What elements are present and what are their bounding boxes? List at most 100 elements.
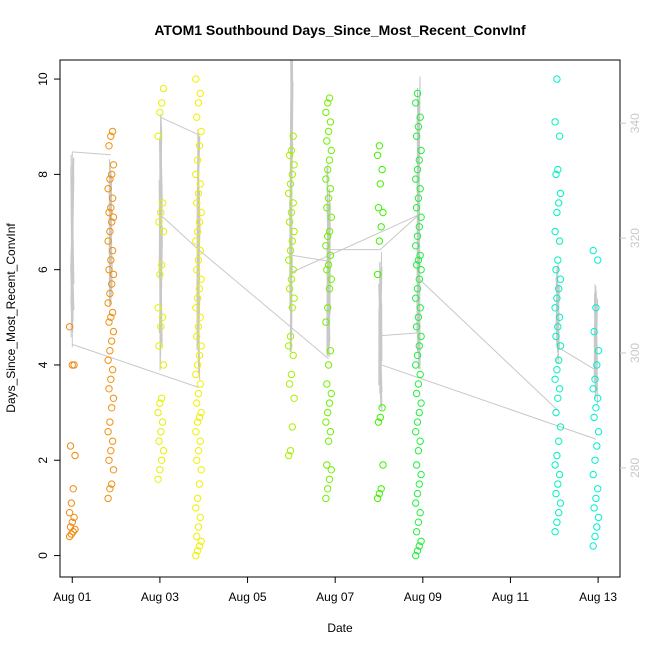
- x-tick-label: Aug 03: [141, 590, 179, 604]
- data-point: [195, 542, 204, 550]
- data-point: [412, 499, 420, 507]
- data-point: [412, 261, 421, 269]
- data-point: [109, 161, 118, 169]
- data-point: [107, 204, 115, 212]
- x-tick-label: Aug 05: [229, 590, 267, 604]
- data-point: [324, 232, 332, 241]
- data-point: [553, 75, 561, 83]
- data-point: [193, 294, 202, 302]
- data-point: [412, 428, 420, 436]
- data-point: [193, 266, 201, 274]
- data-point: [412, 99, 420, 107]
- data-point: [104, 356, 112, 364]
- data-point: [106, 485, 114, 493]
- data-point: [415, 542, 423, 550]
- data-point: [412, 551, 420, 560]
- series-line-connector: [291, 254, 329, 262]
- data-point: [108, 194, 117, 202]
- data-point: [193, 199, 201, 207]
- data-point: [417, 146, 425, 155]
- y-axis-label: Days_Since_Most_Recent_ConvInf: [4, 223, 18, 413]
- data-point: [415, 480, 423, 488]
- data-point: [326, 428, 335, 436]
- data-point: [555, 237, 564, 245]
- data-point: [324, 304, 332, 312]
- data-point: [285, 380, 294, 388]
- data-point: [416, 509, 424, 517]
- data-point: [594, 428, 603, 436]
- data-point: [374, 418, 383, 426]
- data-point: [70, 513, 78, 522]
- data-point: [285, 342, 293, 350]
- data-point: [593, 361, 601, 369]
- data-point: [158, 456, 166, 464]
- series-line-segment: [593, 283, 599, 404]
- data-point: [415, 408, 423, 417]
- data-point: [322, 242, 330, 250]
- data-point: [378, 404, 386, 412]
- data-point: [417, 213, 425, 221]
- data-point: [413, 418, 422, 426]
- data-point: [414, 194, 423, 202]
- data-point: [327, 389, 335, 398]
- data-point: [194, 323, 203, 331]
- data-point: [289, 351, 297, 360]
- data-point: [197, 275, 205, 283]
- data-point: [324, 485, 332, 493]
- data-point: [327, 275, 335, 283]
- data-point: [594, 513, 603, 522]
- data-point: [193, 456, 201, 464]
- data-point: [158, 313, 167, 321]
- data-point: [416, 113, 424, 121]
- data-point: [108, 480, 116, 488]
- data-point: [197, 408, 205, 417]
- y-tick-label: 2: [36, 457, 50, 464]
- data-point: [104, 494, 112, 503]
- data-point: [413, 89, 422, 98]
- series-line-connector: [72, 343, 199, 388]
- data-point: [551, 461, 559, 469]
- data-point: [412, 528, 421, 536]
- data-point: [285, 256, 293, 264]
- y2-tick-label: 320: [628, 228, 642, 248]
- data-point: [324, 261, 333, 269]
- data-point: [555, 385, 564, 393]
- data-point: [322, 318, 330, 326]
- data-point: [104, 237, 112, 245]
- data-point: [193, 399, 201, 407]
- series-line-segment: [196, 129, 201, 380]
- data-point: [289, 132, 297, 140]
- data-point: [417, 266, 425, 274]
- data-point: [288, 423, 296, 431]
- data-point: [192, 551, 200, 560]
- data-point: [323, 266, 331, 274]
- data-point: [287, 208, 296, 217]
- data-point: [556, 342, 565, 350]
- data-point: [554, 480, 562, 488]
- data-point: [322, 494, 330, 503]
- data-point: [197, 127, 205, 136]
- data-point: [106, 289, 114, 298]
- data-point: [158, 394, 166, 402]
- data-point: [105, 208, 113, 217]
- data-point: [322, 175, 330, 183]
- data-point: [288, 304, 296, 312]
- data-point: [197, 466, 205, 474]
- data-point: [290, 227, 298, 236]
- data-point: [591, 532, 599, 541]
- data-point: [414, 518, 423, 526]
- data-point: [193, 227, 202, 236]
- data-point: [325, 94, 334, 102]
- data-point: [288, 237, 296, 245]
- data-point: [194, 99, 203, 107]
- data-point: [108, 280, 116, 288]
- data-point: [195, 480, 204, 488]
- data-point: [374, 204, 383, 212]
- data-point: [553, 294, 561, 302]
- data-point: [290, 294, 298, 302]
- data-point: [590, 327, 598, 336]
- data-point: [325, 285, 334, 293]
- data-point: [192, 304, 200, 312]
- data-point: [551, 227, 559, 236]
- data-point: [197, 537, 205, 545]
